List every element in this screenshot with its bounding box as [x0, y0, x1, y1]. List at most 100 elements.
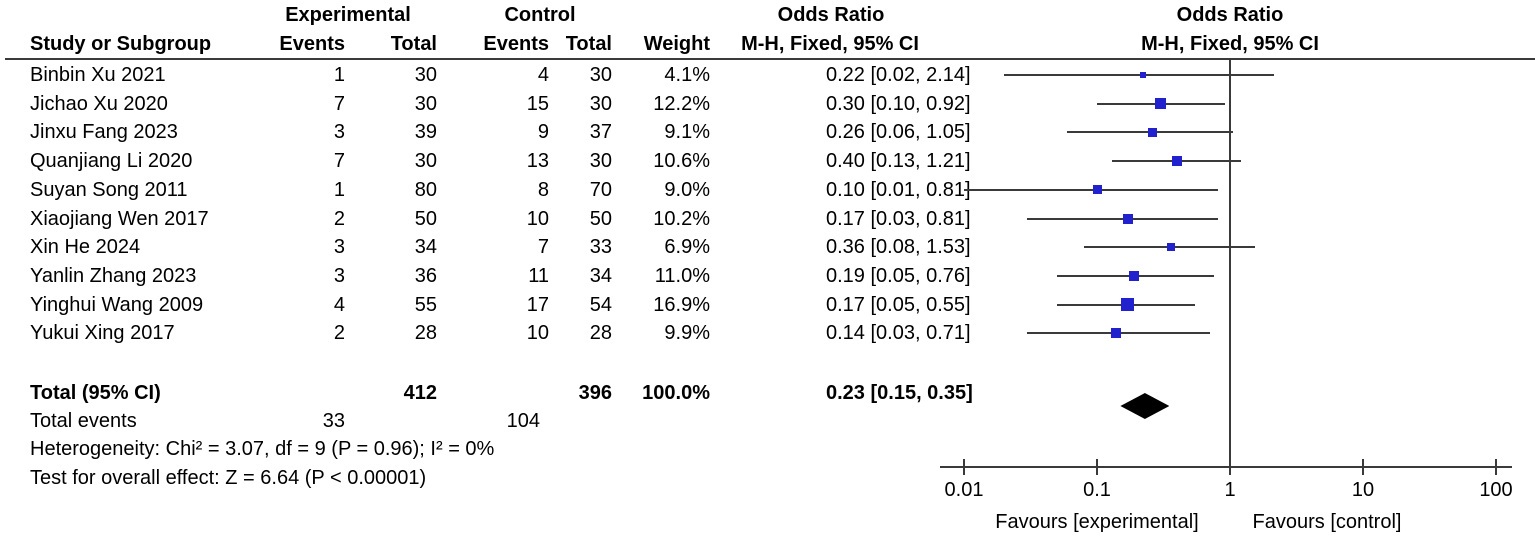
odds-ratio-subheader: M-H, Fixed, 95% CI — [741, 33, 919, 55]
effect-square — [1154, 98, 1166, 110]
ctrl-total-cell: 28 — [589, 322, 612, 345]
heterogeneity-text: Heterogeneity: Chi² = 3.07, df = 9 (P = … — [30, 438, 495, 460]
or-ci-cell: 0.10 [0.01, 0.81] — [826, 178, 971, 201]
x-axis-line — [940, 466, 1512, 468]
or-ci-cell: 0.40 [0.13, 1.21] — [826, 150, 971, 173]
total-exp-total: 412 — [403, 382, 437, 404]
exp-total-cell: 55 — [414, 293, 437, 316]
study-name: Yukui Xing 2017 — [30, 322, 175, 345]
total-events-exp: 33 — [322, 410, 345, 432]
or-ci-cell: 0.17 [0.03, 0.81] — [826, 207, 971, 230]
or-ci-cell: 0.30 [0.10, 0.92] — [826, 92, 971, 115]
exp-total-header: Total — [390, 33, 437, 55]
ctrl-total-cell: 30 — [589, 150, 612, 173]
exp-events-cell: 1 — [333, 64, 345, 86]
ctrl-events-cell: 10 — [526, 207, 549, 230]
ctrl-total-cell: 30 — [589, 64, 612, 86]
exp-total-cell: 30 — [414, 150, 437, 173]
favours-control-label: Favours [control] — [1252, 511, 1402, 533]
total-weight: 100.0% — [642, 382, 710, 404]
overall-effect-text: Test for overall effect: Z = 6.64 (P < 0… — [30, 467, 427, 489]
weight-cell: 4.1% — [664, 64, 710, 86]
effect-square — [1172, 156, 1183, 167]
ctrl-events-cell: 10 — [526, 322, 549, 345]
ctrl-total-cell: 54 — [589, 293, 612, 316]
ctrl-events-cell: 13 — [526, 150, 549, 173]
ctrl-total-cell: 33 — [589, 236, 612, 259]
weight-cell: 9.9% — [664, 322, 710, 345]
or-ci-cell: 0.22 [0.02, 2.14] — [826, 64, 971, 86]
effect-square — [1092, 185, 1102, 195]
no-effect-line — [1229, 60, 1231, 468]
ctrl-total-header: Total — [565, 33, 612, 55]
odds-ratio-column-title: Odds Ratio — [777, 4, 885, 26]
total-ctrl-total: 396 — [578, 382, 612, 404]
ctrl-total-cell: 34 — [589, 264, 612, 287]
or-ci-cell: 0.36 [0.08, 1.53] — [826, 236, 971, 259]
effect-square — [1129, 270, 1140, 281]
exp-total-cell: 36 — [414, 264, 437, 287]
total-events-label: Total events — [30, 410, 137, 432]
or-ci-cell: 0.17 [0.05, 0.55] — [826, 293, 971, 316]
effect-square — [1166, 243, 1175, 252]
ctrl-events-cell: 17 — [526, 293, 549, 316]
exp-total-cell: 30 — [414, 64, 437, 86]
weight-cell: 6.9% — [664, 236, 710, 259]
study-name: Yanlin Zhang 2023 — [30, 264, 197, 287]
control-group-header: Control — [504, 4, 576, 26]
weight-header: Weight — [643, 33, 710, 55]
ctrl-events-header: Events — [483, 33, 549, 55]
study-name: Yinghui Wang 2009 — [30, 293, 204, 316]
ctrl-total-cell: 50 — [589, 207, 612, 230]
or-ci-cell: 0.14 [0.03, 0.71] — [826, 322, 971, 345]
ctrl-total-cell: 30 — [589, 92, 612, 115]
total-events-ctrl: 104 — [506, 410, 540, 432]
favours-experimental-label: Favours [experimental] — [995, 511, 1199, 533]
ctrl-events-cell: 4 — [537, 64, 549, 86]
effect-square — [1121, 298, 1135, 312]
exp-events-header: Events — [279, 33, 345, 55]
ctrl-total-cell: 37 — [589, 121, 612, 144]
exp-events-cell: 7 — [333, 150, 345, 173]
axis-tick-label: 1 — [1224, 479, 1236, 501]
study-name: Xin He 2024 — [30, 236, 141, 259]
weight-cell: 10.6% — [653, 150, 710, 173]
ctrl-total-cell: 70 — [589, 178, 612, 201]
plot-title: Odds Ratio — [1176, 4, 1284, 26]
exp-total-cell: 50 — [414, 207, 437, 230]
study-name: Jinxu Fang 2023 — [30, 121, 178, 144]
ctrl-events-cell: 15 — [526, 92, 549, 115]
ci-line — [964, 188, 1218, 191]
study-column-header: Study or Subgroup — [30, 33, 212, 55]
exp-events-cell: 2 — [333, 207, 345, 230]
study-name: Quanjiang Li 2020 — [30, 150, 193, 173]
exp-events-cell: 2 — [333, 322, 345, 345]
total-or-ci: 0.23 [0.15, 0.35] — [826, 382, 973, 404]
study-name: Binbin Xu 2021 — [30, 64, 166, 86]
ci-line — [1004, 74, 1274, 76]
weight-cell: 11.0% — [654, 264, 710, 287]
exp-events-cell: 3 — [333, 264, 345, 287]
exp-events-cell: 1 — [333, 178, 345, 201]
experimental-group-header: Experimental — [285, 4, 411, 26]
study-name: Suyan Song 2011 — [30, 178, 188, 201]
weight-cell: 10.2% — [653, 207, 710, 230]
ctrl-events-cell: 7 — [537, 236, 549, 259]
effect-square — [1147, 127, 1157, 137]
exp-events-cell: 3 — [333, 121, 345, 144]
ctrl-events-cell: 9 — [537, 121, 549, 144]
weight-cell: 12.2% — [653, 92, 710, 115]
axis-tick-label: 100 — [1479, 479, 1513, 501]
exp-total-cell: 28 — [414, 322, 437, 345]
weight-cell: 9.1% — [664, 121, 710, 144]
exp-events-cell: 3 — [333, 236, 345, 259]
ctrl-events-cell: 11 — [528, 264, 549, 287]
plot-subheader: M-H, Fixed, 95% CI — [1141, 33, 1319, 55]
exp-total-cell: 30 — [414, 92, 437, 115]
weight-cell: 16.9% — [653, 293, 710, 316]
total-row-label: Total (95% CI) — [30, 382, 161, 404]
exp-total-cell: 34 — [414, 236, 437, 259]
header-divider — [5, 58, 1535, 60]
effect-square — [1139, 72, 1146, 78]
